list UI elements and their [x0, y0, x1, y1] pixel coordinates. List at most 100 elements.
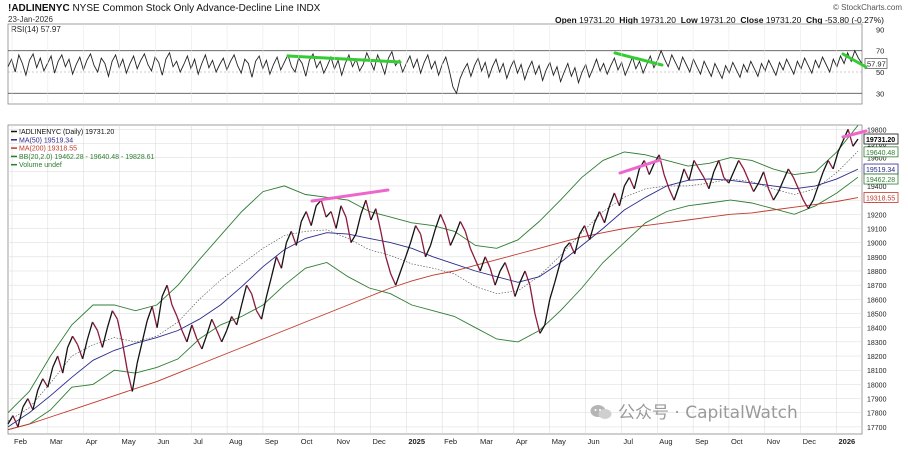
- price-segment: [439, 214, 446, 226]
- price-segment: [37, 378, 44, 391]
- price-segment: [718, 160, 725, 178]
- price-segment: [330, 211, 337, 229]
- symbol-description: NYSE Common Stock Only Advance-Decline L…: [72, 3, 321, 14]
- price-segment: [494, 270, 501, 286]
- ohlc-open-label: Open: [555, 15, 577, 25]
- price-segment: [852, 138, 859, 147]
- price-segment: [608, 192, 616, 207]
- price-segment: [753, 182, 760, 192]
- rsi-value-tag: [864, 58, 888, 69]
- ohlc-high-value: 19731.20: [640, 15, 677, 25]
- price-segment: [141, 320, 148, 343]
- x-tick-label: Jun: [157, 437, 169, 446]
- price-segment: [22, 398, 29, 408]
- price-segment: [415, 225, 422, 235]
- price-segment: [489, 268, 496, 286]
- price-segment: [703, 177, 710, 190]
- price-segment: [290, 231, 297, 246]
- price-segment: [777, 180, 784, 192]
- price-segment: [240, 285, 248, 306]
- price-segment: [310, 205, 317, 226]
- price-segment: [588, 222, 596, 240]
- price-segment: [96, 330, 104, 348]
- price-segment: [320, 199, 327, 218]
- price-segment: [106, 310, 114, 328]
- price-segment: [111, 310, 118, 320]
- rsi-value-tag-label: 57.97: [867, 59, 886, 68]
- value-tag-label: 19640.48: [866, 150, 895, 157]
- price-segment: [345, 216, 352, 243]
- price-segment: [275, 256, 282, 269]
- price-segment: [574, 233, 581, 255]
- price-segment: [81, 338, 89, 360]
- x-tick-label: Nov: [337, 437, 351, 446]
- price-segment: [593, 211, 601, 224]
- y-tick-label: 18100: [867, 368, 887, 375]
- price-segment: [688, 160, 695, 181]
- price-segment: [375, 208, 382, 232]
- price-segment: [7, 415, 14, 425]
- legend-label: !ADLINENYC (Daily) 19731.20: [19, 129, 114, 136]
- rsi-title: RSI(14) 57.97: [11, 25, 61, 34]
- legend-label: Volume undef: [19, 162, 62, 169]
- price-segment: [519, 270, 526, 283]
- price-segment: [668, 188, 675, 201]
- price-segment: [539, 324, 546, 334]
- price-segment: [206, 319, 213, 335]
- price-segment: [52, 355, 59, 368]
- price-segment: [62, 347, 69, 374]
- price-segment: [509, 276, 516, 297]
- price-segment: [305, 211, 312, 226]
- price-segment: [211, 318, 218, 331]
- value-tag-box: [863, 192, 899, 203]
- watermark: 公众号 · CapitalWatch: [590, 398, 798, 423]
- price-segment: [171, 304, 178, 317]
- price-segment: [265, 276, 273, 297]
- ohlc-high-label: High: [619, 15, 639, 25]
- price-segment: [797, 188, 804, 201]
- price-segment: [484, 256, 491, 269]
- price-trendline-3: [841, 129, 868, 139]
- price-segment: [226, 316, 233, 331]
- price-segment: [350, 233, 357, 243]
- price-segment: [136, 341, 143, 364]
- price-segment: [395, 270, 402, 286]
- price-segment: [12, 415, 19, 428]
- price-segment: [444, 225, 452, 246]
- value-tag-label: 19318.55: [866, 195, 895, 202]
- price-segment: [196, 338, 203, 350]
- x-tick-label: Nov: [767, 437, 781, 446]
- price-segment: [449, 233, 456, 246]
- ohlc-close-value: 19731.20: [765, 15, 802, 25]
- y-tick-label: 19000: [867, 241, 887, 248]
- price-segment: [57, 355, 64, 374]
- y-tick-label: 17700: [867, 425, 887, 432]
- price-segment: [380, 231, 387, 257]
- price-segment: [370, 208, 377, 221]
- legend-label: MA(50) 19519.34: [19, 137, 73, 144]
- y-tick-label: 18500: [867, 312, 887, 319]
- price-segment: [643, 160, 650, 175]
- value-tag-label: 19462.28: [866, 177, 895, 184]
- price-segment: [270, 256, 278, 277]
- price-segment: [812, 185, 819, 201]
- price-segment: [469, 248, 476, 260]
- price-segment: [524, 270, 531, 286]
- legend-label: BB(20,2.0) 19462.28 - 19640.48 - 19828.6…: [19, 154, 155, 161]
- price-segment: [221, 330, 228, 343]
- price-segment: [698, 168, 705, 178]
- bollinger-upper-line: [7, 125, 859, 414]
- rsi-tick-label: 50: [876, 68, 884, 77]
- price-segment: [683, 168, 690, 181]
- price-segment: [300, 211, 307, 222]
- price-segment: [544, 299, 551, 326]
- y-tick-label: 19200: [867, 212, 887, 219]
- y-tick-label: 18300: [867, 340, 887, 347]
- ohlc-chg-label: Chg: [806, 15, 823, 25]
- price-segment: [549, 282, 556, 300]
- price-segment: [693, 160, 700, 170]
- x-tick-label: Feb: [444, 437, 457, 446]
- ohlc-low-value: 19731.20: [700, 15, 736, 25]
- price-segment: [663, 174, 670, 190]
- price-segment: [603, 205, 611, 223]
